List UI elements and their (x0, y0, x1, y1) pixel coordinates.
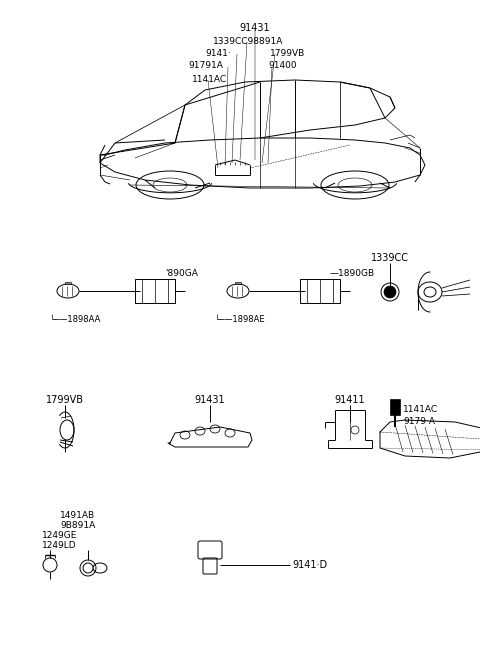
Text: —1890GB: —1890GB (330, 269, 375, 277)
FancyBboxPatch shape (390, 399, 400, 415)
Text: 1799VB: 1799VB (270, 49, 305, 58)
Text: 1339CC98891A: 1339CC98891A (213, 37, 283, 45)
Text: 9B891A: 9B891A (60, 520, 95, 530)
Text: 1339CC: 1339CC (371, 253, 409, 263)
Text: 9141·D: 9141·D (292, 560, 327, 570)
Text: └─—1898AE: └─—1898AE (215, 315, 265, 325)
Text: 91431: 91431 (195, 395, 225, 405)
Text: 1799VB: 1799VB (46, 395, 84, 405)
Text: 9141·: 9141· (205, 49, 231, 58)
Text: 9179·A: 9179·A (403, 417, 435, 426)
Text: 91791A: 91791A (188, 62, 223, 70)
Circle shape (83, 563, 93, 573)
Text: 91400: 91400 (268, 62, 297, 70)
Text: 91411: 91411 (335, 395, 365, 405)
Text: '890GA: '890GA (165, 269, 198, 277)
Text: 1249GE: 1249GE (42, 530, 77, 539)
Text: 91431: 91431 (240, 23, 270, 33)
Text: 1249LD: 1249LD (42, 541, 77, 549)
Text: 1491AB: 1491AB (60, 510, 95, 520)
Circle shape (384, 286, 396, 298)
Text: 1141AC: 1141AC (403, 405, 438, 413)
Text: └─—1898AA: └─—1898AA (50, 315, 101, 325)
Text: 1141AC: 1141AC (192, 74, 227, 83)
